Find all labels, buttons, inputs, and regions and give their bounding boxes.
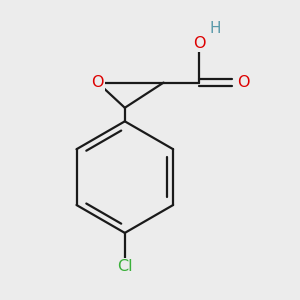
Text: H: H <box>210 21 221 36</box>
Text: O: O <box>193 36 206 51</box>
Text: O: O <box>237 75 250 90</box>
Text: Cl: Cl <box>117 259 133 274</box>
Text: O: O <box>92 75 104 90</box>
